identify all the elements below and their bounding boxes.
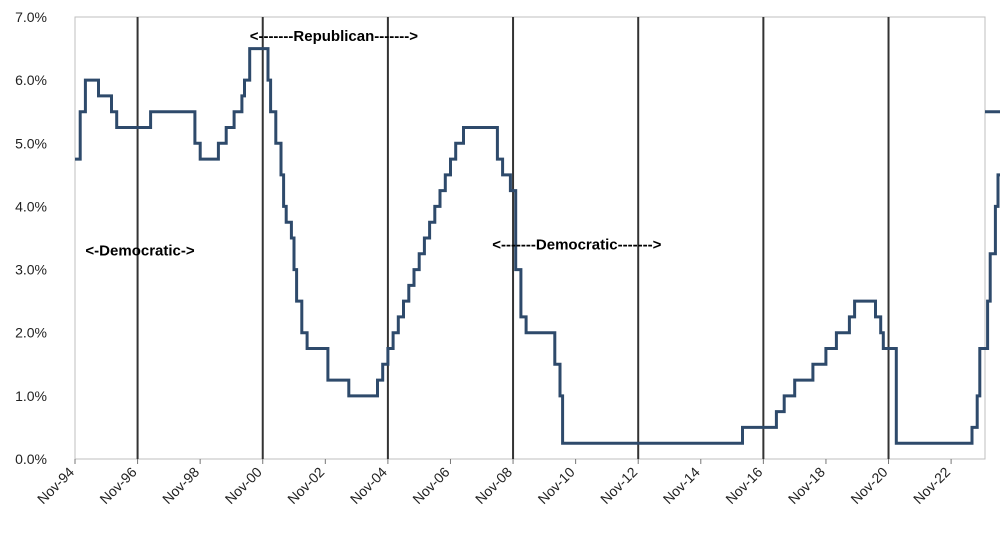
y-tick-label: 6.0% <box>15 72 47 88</box>
y-tick-label: 7.0% <box>15 9 47 25</box>
y-tick-label: 2.0% <box>15 325 47 341</box>
y-tick-label: 3.0% <box>15 262 47 278</box>
x-tick-label: Nov-96 <box>96 464 139 507</box>
party-annotation: <-------Republican-------> <box>250 28 419 45</box>
party-annotation: <-------Democratic-------> <box>492 236 661 253</box>
x-tick-label: Nov-08 <box>472 464 515 507</box>
x-tick-label: Nov-02 <box>284 464 327 507</box>
y-tick-label: 1.0% <box>15 388 47 404</box>
plot-area: 0.0% 1.0% 2.0% 3.0% 4.0% 5.0% 6.0% 7.0% Nov-94 No… <box>15 9 1000 507</box>
y-tick-label: 0.0% <box>15 451 47 467</box>
x-tick-label: Nov-14 <box>660 464 703 507</box>
y-tick-label: 4.0% <box>15 198 47 214</box>
x-tick-label: Nov-18 <box>785 464 828 507</box>
x-tick-label: Nov-00 <box>222 464 265 507</box>
y-tick-label: 5.0% <box>15 135 47 151</box>
x-tick-label: Nov-22 <box>910 464 953 507</box>
x-tick-label: Nov-20 <box>847 464 890 507</box>
rate-series-line <box>75 47 1000 445</box>
x-tick-label: Nov-06 <box>409 464 452 507</box>
x-tick-label: Nov-94 <box>34 464 77 507</box>
x-tick-label: Nov-12 <box>597 464 640 507</box>
x-tick-label: Nov-04 <box>347 464 390 507</box>
x-tick-label: Nov-16 <box>722 464 765 507</box>
party-annotation: <-Democratic-> <box>85 243 194 260</box>
x-tick-label: Nov-98 <box>159 464 202 507</box>
plot-frame <box>74 16 986 460</box>
x-tick-label: Nov-10 <box>535 464 578 507</box>
